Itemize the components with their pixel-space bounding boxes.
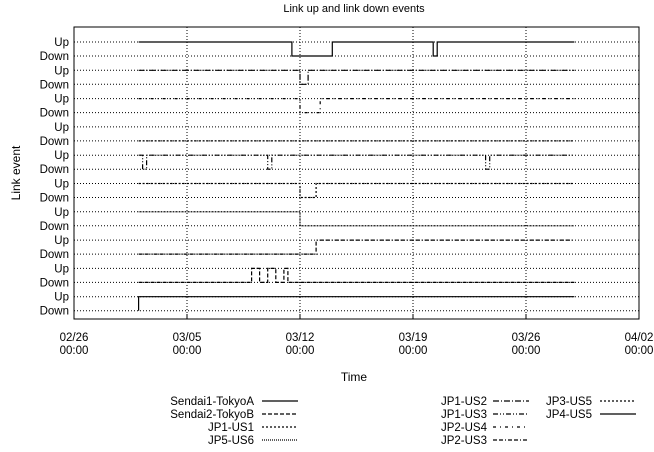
- y-tick-label: Up: [54, 263, 69, 275]
- x-tick-label: 00:00: [512, 345, 541, 357]
- legend-label: JP1-US2: [441, 396, 487, 408]
- y-tick-label: Up: [54, 179, 69, 191]
- legend-label: Sendai1-TokyoA: [170, 396, 254, 408]
- series-line-jp5-us6: [138, 211, 575, 227]
- legend-label: JP2-US3: [441, 435, 487, 447]
- series-line-jp4-us5: [138, 41, 575, 57]
- x-tick-label: 03/05: [173, 332, 202, 344]
- y-tick-label: Down: [40, 277, 69, 289]
- series-line-jp2-us3: [138, 239, 575, 255]
- y-tick-label: Down: [40, 164, 69, 176]
- series-line-sendai1-tokyoa: [138, 296, 575, 311]
- legend: Sendai1-TokyoASendai2-TokyoBJP1-US1JP5-U…: [170, 396, 636, 447]
- y-tick-labels: Up Down Up Down Up Down Up Down Up Down Up Down Up Do…: [40, 37, 69, 318]
- legend-label: Sendai2-TokyoB: [170, 409, 254, 421]
- chart-title: Link up and link down events: [283, 3, 425, 15]
- series-line-jp1-us2: [138, 69, 575, 85]
- legend-label: JP4-US5: [546, 409, 592, 421]
- x-tick-label: 03/12: [286, 332, 315, 344]
- x-tick-label: 00:00: [286, 345, 315, 357]
- y-tick-label: Up: [54, 292, 69, 304]
- x-axis-title: Time: [341, 370, 368, 384]
- series-line-jp1-us3: [138, 154, 575, 170]
- y-tick-label: Down: [40, 136, 69, 148]
- y-tick-label: Up: [54, 150, 69, 162]
- x-tick-label: 00:00: [399, 345, 428, 357]
- y-tick-label: Up: [54, 65, 69, 77]
- series-line-jp2-us4: [138, 97, 575, 114]
- y-tick-label: Up: [54, 235, 69, 247]
- x-tick-label: 04/02: [625, 332, 654, 344]
- series-lines: [138, 41, 575, 311]
- x-tick-labels: 02/2600:0003/0500:0003/1200:0003/1900:00…: [60, 332, 654, 357]
- legend-label: JP3-US5: [546, 396, 592, 408]
- y-tick-label: Down: [40, 306, 69, 318]
- x-tick-label: 03/19: [399, 332, 428, 344]
- legend-label: JP5-US6: [208, 435, 254, 447]
- legend-label: JP1-US3: [441, 409, 487, 421]
- y-tick-label: Down: [40, 249, 69, 261]
- y-tick-label: Down: [40, 193, 69, 205]
- x-tick-label: 03/26: [512, 332, 541, 344]
- y-tick-label: Down: [40, 79, 69, 91]
- legend-label: JP1-US1: [208, 422, 254, 434]
- y-tick-label: Up: [54, 37, 69, 49]
- y-axis-title: Link event: [9, 145, 23, 200]
- legend-label: JP2-US4: [441, 422, 488, 434]
- y-tick-label: Down: [40, 221, 69, 233]
- x-tick-label: 00:00: [60, 345, 89, 357]
- series-line-sendai2-tokyob: [138, 267, 575, 283]
- x-tick-label: 00:00: [625, 345, 654, 357]
- y-tick-label: Up: [54, 122, 69, 134]
- series-line-jp1-us1: [138, 182, 575, 199]
- x-tick-label: 00:00: [173, 345, 202, 357]
- y-tick-label: Down: [40, 51, 69, 63]
- x-tick-label: 02/26: [60, 332, 89, 344]
- y-tick-label: Down: [40, 108, 69, 120]
- y-tick-label: Up: [54, 94, 69, 106]
- plot-frame: [73, 26, 640, 320]
- y-tick-label: Up: [54, 207, 69, 219]
